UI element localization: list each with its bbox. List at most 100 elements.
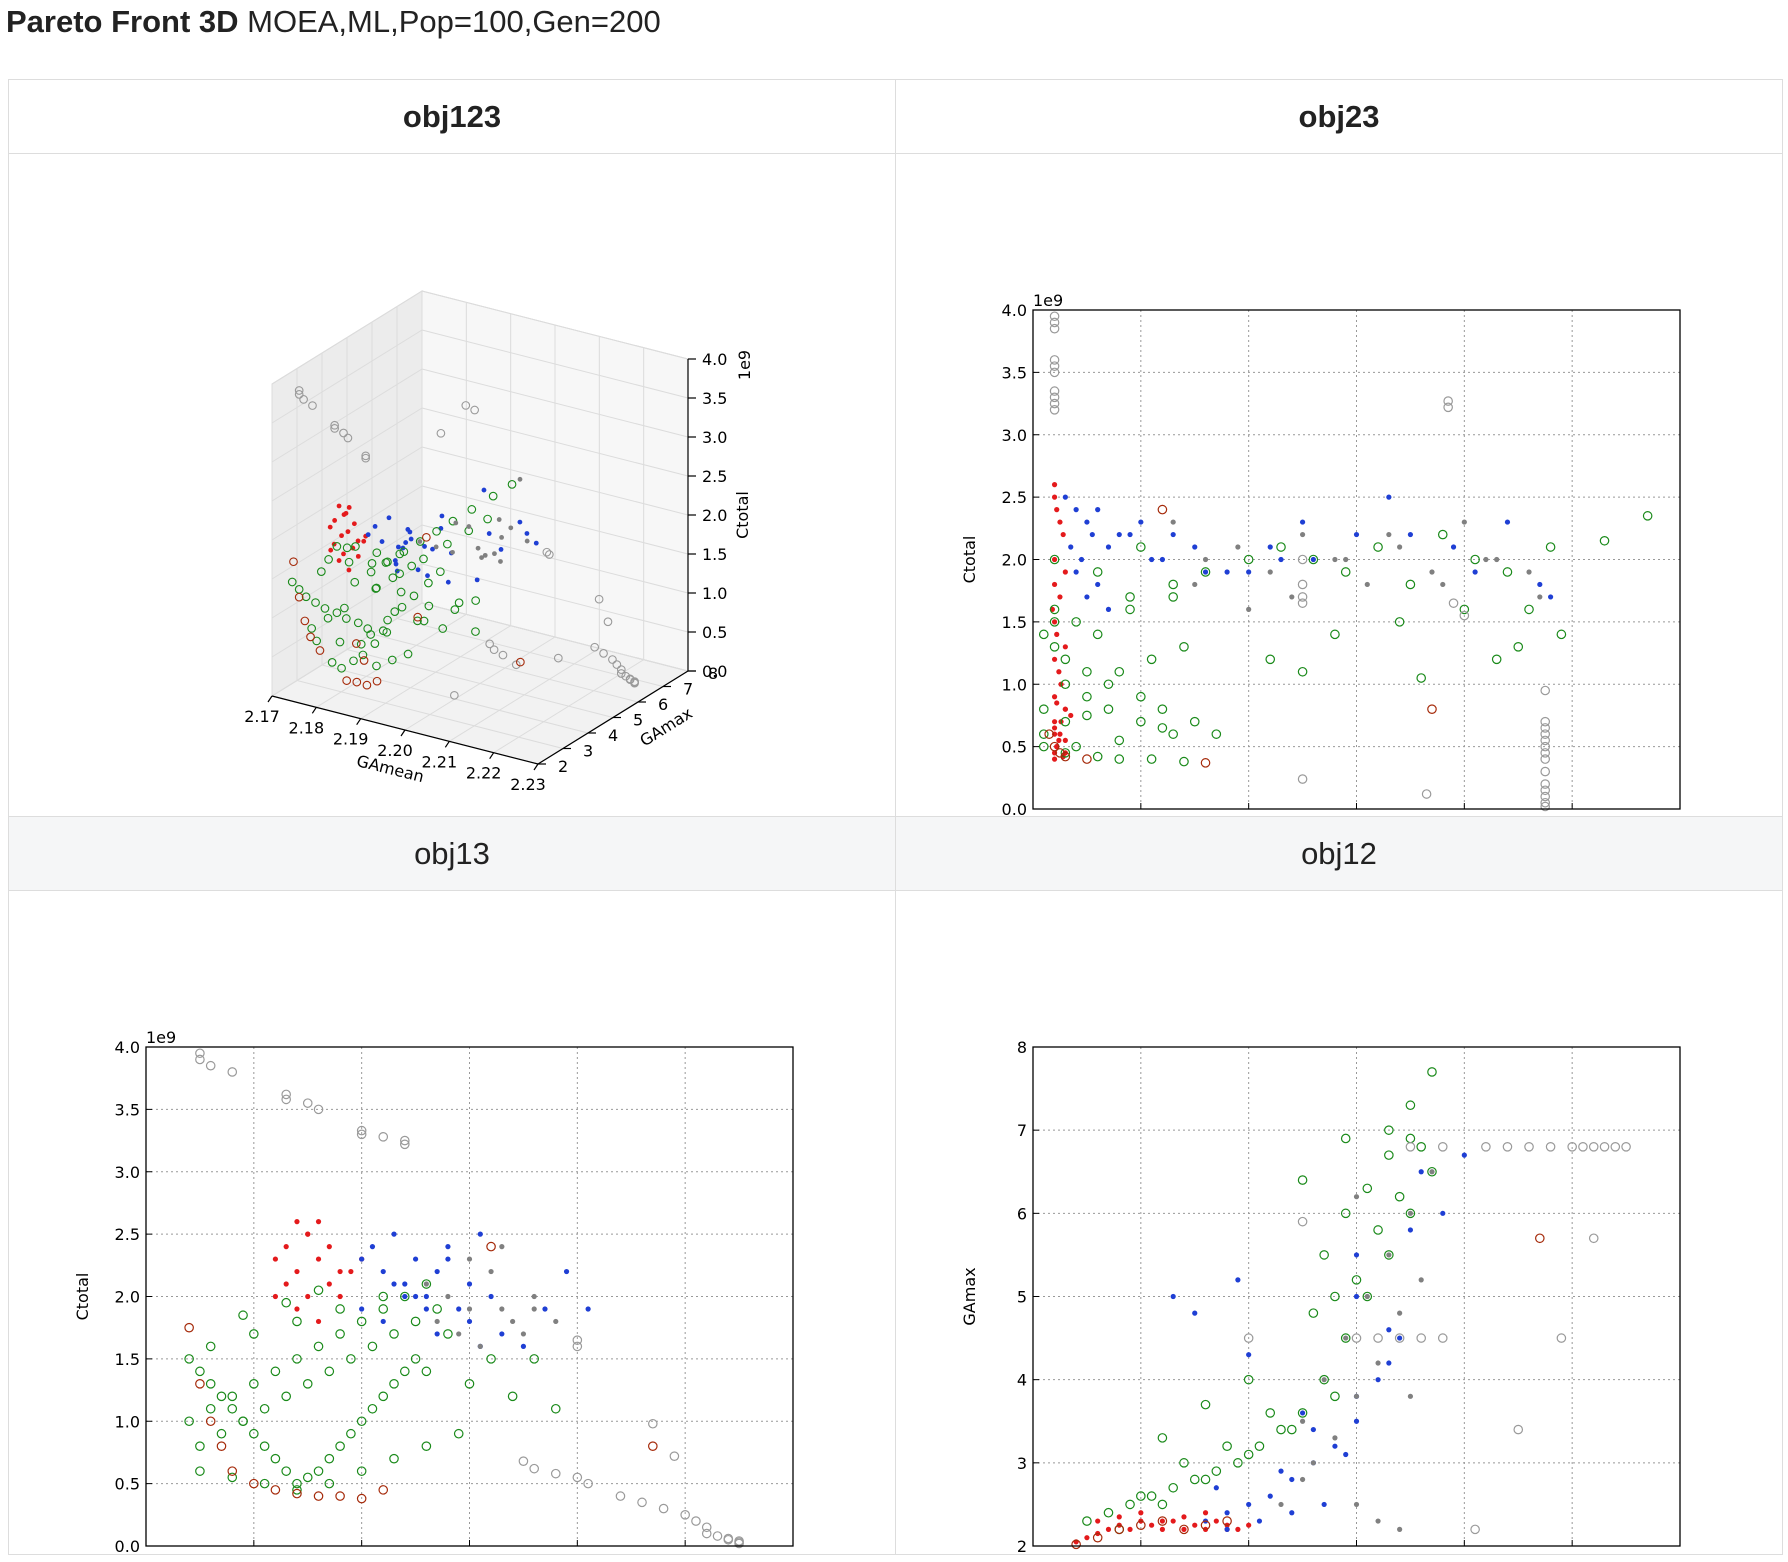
data-point <box>308 401 317 410</box>
data-point <box>1386 531 1392 538</box>
data-point <box>313 1104 324 1115</box>
data-point <box>520 1331 527 1337</box>
y-tick-label: 5 <box>1017 1288 1027 1307</box>
data-point <box>648 1441 658 1451</box>
data-point <box>1443 396 1453 406</box>
data-point <box>339 428 348 438</box>
data-point <box>1461 1152 1467 1158</box>
data-point <box>305 1231 311 1237</box>
data-point <box>272 1293 278 1300</box>
data-point <box>1278 1501 1284 1508</box>
data-point <box>479 555 484 560</box>
data-point <box>470 405 480 415</box>
data-point <box>701 1522 712 1533</box>
data-point <box>615 1491 626 1501</box>
data-point <box>313 1341 324 1352</box>
y-axis-label: Ctotal <box>960 536 979 584</box>
data-point <box>305 1293 311 1300</box>
data-point <box>1038 729 1049 739</box>
data-point <box>1071 1539 1081 1550</box>
data-point <box>498 559 503 564</box>
data-point <box>413 616 422 626</box>
data-point <box>1386 494 1392 500</box>
data-point <box>1168 729 1178 739</box>
data-point <box>1057 594 1063 600</box>
data-point <box>392 558 398 563</box>
data-point <box>1051 581 1058 588</box>
y-tick-label: 1.0 <box>1002 675 1027 694</box>
data-point <box>320 604 330 613</box>
z-tick-label: 2.5 <box>702 467 727 486</box>
data-point <box>594 594 604 604</box>
data-point <box>583 1478 593 1489</box>
data-point <box>1588 1233 1599 1244</box>
data-point <box>327 524 333 530</box>
data-point <box>1437 1333 1448 1343</box>
data-point <box>1049 367 1060 378</box>
data-point <box>259 1441 270 1451</box>
data-point <box>346 567 352 573</box>
data-point <box>1540 685 1551 696</box>
page-title: Pareto Front 3D MOEA,ML,Pop=100,Gen=200 <box>6 4 661 40</box>
data-point <box>1146 654 1157 665</box>
x-tick <box>533 763 539 771</box>
y-tick-label: 2 <box>1017 1537 1027 1554</box>
data-point <box>1297 1408 1308 1418</box>
data-point <box>1127 1526 1133 1532</box>
grid-line <box>421 563 689 633</box>
data-point <box>259 1478 270 1489</box>
data-point <box>1416 1142 1426 1152</box>
x-tick-label: 2.22 <box>667 1553 703 1554</box>
data-point <box>353 618 363 628</box>
page-title-bold: Pareto Front 3D <box>6 4 239 39</box>
data-point <box>249 1478 259 1489</box>
data-point <box>1448 598 1459 608</box>
data-point <box>195 1054 205 1065</box>
data-point <box>184 1322 194 1333</box>
data-point <box>396 544 401 550</box>
data-point <box>227 1067 238 1077</box>
data-point <box>1545 542 1556 552</box>
data-point <box>1540 791 1551 802</box>
data-point <box>445 1256 451 1262</box>
data-point <box>371 584 381 593</box>
data-point <box>1060 748 1071 758</box>
data-point <box>1235 544 1241 550</box>
grid-line <box>396 618 664 687</box>
data-point <box>1384 1250 1394 1260</box>
data-point <box>1621 1142 1631 1152</box>
data-point <box>397 602 407 612</box>
data-point <box>1084 594 1090 600</box>
data-point <box>424 578 433 588</box>
data-point <box>323 613 333 623</box>
chart-obj13: 2.17 2.18 2.19 2.20 2.21 2.22 2.23 0.0 0.5 1.0 1.5… <box>73 1028 811 1554</box>
data-point <box>1556 1333 1567 1343</box>
data-point <box>481 487 487 493</box>
data-point <box>1078 556 1085 563</box>
data-point <box>1049 398 1060 409</box>
data-point <box>1200 1520 1211 1531</box>
data-point <box>1405 1142 1416 1152</box>
data-point <box>281 1094 291 1105</box>
data-point <box>1146 754 1157 764</box>
data-point <box>1540 754 1551 764</box>
data-point <box>302 1379 313 1389</box>
data-point <box>378 1391 389 1402</box>
data-point <box>1429 569 1435 575</box>
data-point <box>1054 700 1060 706</box>
data-point <box>1136 1520 1146 1531</box>
data-point <box>1136 542 1146 552</box>
data-point <box>1243 554 1254 565</box>
data-point <box>370 639 380 648</box>
data-point <box>1429 1169 1435 1175</box>
data-point <box>518 1456 529 1466</box>
data-point <box>413 612 423 622</box>
data-point <box>346 1354 356 1364</box>
data-point <box>471 627 480 636</box>
data-point <box>486 1354 496 1364</box>
data-point <box>1297 1175 1308 1185</box>
data-point <box>1095 1518 1101 1524</box>
data-point <box>499 1306 505 1312</box>
data-point <box>553 1318 559 1325</box>
data-point <box>1051 694 1058 700</box>
